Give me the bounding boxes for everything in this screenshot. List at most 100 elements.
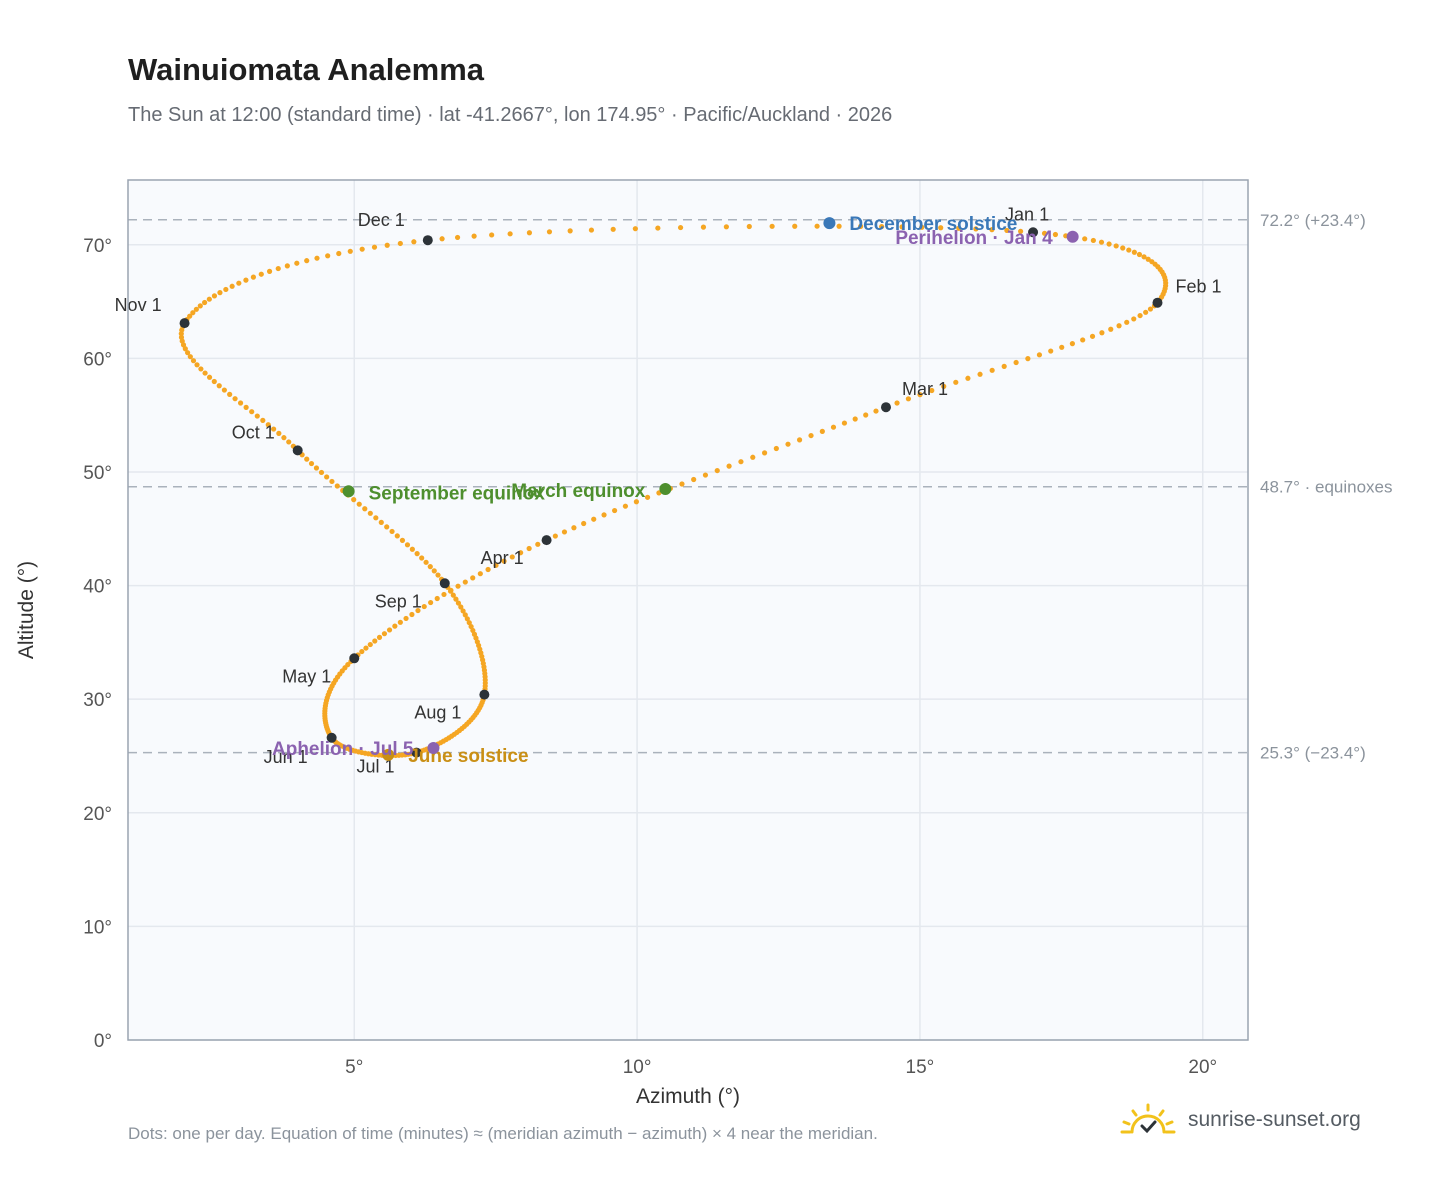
day-dot [836,223,842,229]
day-dot [814,223,820,229]
day-dot [450,592,456,598]
day-dot [1013,359,1019,366]
chart-title: Wainuiomata Analemma [128,52,485,87]
day-dot [351,497,357,503]
day-dot [518,550,524,556]
day-dot [526,545,532,552]
day-dot [324,474,330,480]
month-marker [179,318,190,329]
day-dot [182,346,188,352]
day-dot [458,604,464,610]
day-dot [561,529,568,535]
day-dot [423,559,429,565]
day-dot [304,258,310,264]
day-dot [489,232,495,238]
day-dot [677,224,684,231]
day-dot [197,303,203,309]
day-dot [1004,227,1010,234]
day-dot [265,422,271,428]
day-dot [193,306,199,312]
day-dot [462,612,468,618]
day-dot [989,227,995,233]
day-dot [403,615,409,622]
day-dot [1143,309,1149,315]
day-dot [356,501,362,507]
day-dot [466,620,472,626]
day-dot [1025,356,1031,362]
day-dot [217,290,223,296]
day-dot [249,409,255,415]
day-dot [372,638,378,644]
day-dot [773,445,779,452]
day-dot [723,224,729,230]
day-dot [1141,254,1147,260]
day-dot [899,224,905,230]
day-dot [852,416,858,422]
y-tick-label: 0° [94,1031,112,1052]
day-dot [610,226,616,232]
plot-frame [127,179,1249,1041]
day-dot [612,507,618,514]
day-dot [266,268,273,274]
day-dot [373,515,379,521]
day-dot [1147,306,1154,312]
day-dot [702,472,709,478]
day-dot [381,631,388,637]
day-dot [286,439,292,445]
day-dot [601,512,607,518]
day-dot [1131,249,1137,255]
brand-logo[interactable]: sunrise-sunset.org [1120,1102,1361,1138]
day-dot [276,430,282,436]
day-dot [284,263,290,269]
day-dot [655,225,661,231]
day-dot [546,229,553,235]
reference-line-label: 25.3° (−23.4°) [1260,744,1366,763]
day-dot [691,476,697,483]
month-marker [422,235,433,246]
day-dot [1106,241,1112,247]
day-dot [462,579,468,585]
day-dot [1124,319,1130,325]
day-dot [761,450,768,456]
day-dot [830,424,837,430]
event-label: September equinox [369,483,546,504]
day-dot [409,546,415,552]
y-tick-label: 10° [83,917,112,938]
day-dot [371,244,378,250]
day-dot [389,528,395,535]
day-dot [325,253,331,259]
event-label: March equinox [511,481,646,502]
day-dot [552,533,558,539]
day-dot [227,391,233,397]
day-dot [202,299,208,306]
day-dot [455,600,462,606]
day-dot [1120,245,1126,251]
day-dot [206,374,213,380]
day-dot [397,619,403,625]
day-dot [254,413,260,419]
day-dot [863,412,869,418]
day-dot [229,283,235,289]
day-dot [808,432,814,439]
day-dot [428,599,434,606]
day-dot [211,293,218,299]
month-marker [411,747,422,758]
day-dot [1052,231,1059,238]
day-dot [187,313,193,319]
day-dot [294,260,300,266]
day-dot [769,223,775,229]
month-marker-label: May 1 [282,666,331,686]
x-tick-label: 20° [1188,1057,1217,1078]
month-marker-label: Dec 1 [358,210,405,230]
day-dot [216,383,222,389]
month-marker [541,535,552,546]
day-dot [275,265,281,272]
day-dot [485,566,491,573]
day-dot [471,233,477,239]
day-dot [447,588,454,594]
day-dot [567,228,573,234]
day-dot [376,634,383,640]
day-dot [953,379,959,385]
